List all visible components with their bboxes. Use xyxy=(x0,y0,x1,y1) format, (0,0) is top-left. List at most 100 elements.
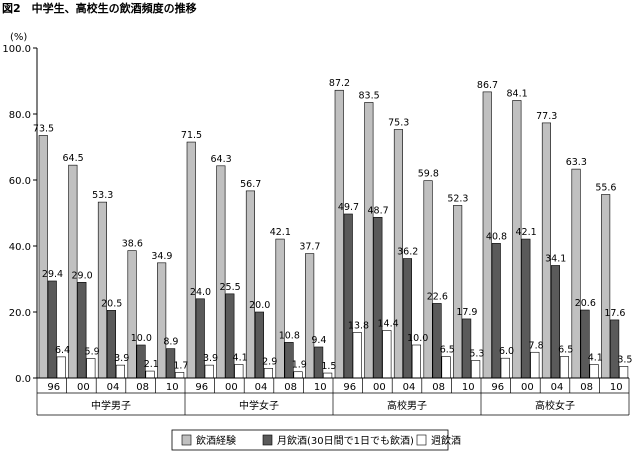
year-label: 04 xyxy=(107,382,120,393)
bar-weekly xyxy=(323,372,333,379)
data-label: 38.6 xyxy=(122,239,143,250)
bars xyxy=(38,89,629,379)
bar-experience xyxy=(38,135,48,379)
y-tick-label: 100.0 xyxy=(2,44,31,55)
data-label: 83.5 xyxy=(359,90,380,101)
data-label: 36.2 xyxy=(397,247,418,258)
legend: 飲酒経験 月飲酒(30日間で1日でも飲酒) 週飲酒 xyxy=(171,429,461,451)
bar-weekly xyxy=(293,371,303,379)
data-label: 2.1 xyxy=(144,359,159,370)
data-label: 1.9 xyxy=(292,360,307,371)
data-label: 63.3 xyxy=(566,157,587,168)
data-label: 3.9 xyxy=(114,353,129,364)
bar-experience xyxy=(512,100,522,379)
data-label: 52.3 xyxy=(447,193,468,204)
data-label: 6.4 xyxy=(55,345,70,356)
chart-title: 図2 中学生、高校生の飲酒頻度の推移 xyxy=(2,1,197,15)
bar-monthly xyxy=(343,213,353,379)
bar-weekly xyxy=(619,366,629,379)
data-label: 37.7 xyxy=(299,242,320,253)
year-label: 96 xyxy=(491,382,504,393)
bar-experience xyxy=(423,180,433,379)
year-label: 96 xyxy=(47,382,60,393)
data-label: 25.5 xyxy=(220,282,241,293)
bar-monthly xyxy=(491,243,501,379)
bar-monthly xyxy=(254,311,264,379)
year-label: 08 xyxy=(284,382,297,393)
data-label: 20.0 xyxy=(249,300,270,311)
year-label: 00 xyxy=(77,382,90,393)
group-label: 中学男子 xyxy=(91,399,131,412)
data-label: 29.0 xyxy=(72,270,93,281)
data-label: 55.6 xyxy=(595,183,616,194)
data-label: 1.5 xyxy=(321,361,336,372)
bar-monthly xyxy=(77,281,87,379)
legend-swatch xyxy=(416,434,427,446)
data-label: 6.5 xyxy=(558,345,573,356)
bar-monthly xyxy=(106,310,116,379)
year-label: 00 xyxy=(373,382,386,393)
bar-monthly xyxy=(610,319,620,379)
data-label: 20.6 xyxy=(575,298,596,309)
data-label: 5.9 xyxy=(85,347,100,358)
bar-monthly xyxy=(373,216,383,379)
bar-weekly xyxy=(559,356,570,379)
data-label: 48.7 xyxy=(368,205,389,216)
data-label: 53.3 xyxy=(92,190,113,201)
year-label: 10 xyxy=(314,382,327,393)
year-label: 04 xyxy=(551,382,564,393)
year-label: 04 xyxy=(255,382,268,393)
bar-weekly xyxy=(145,370,155,379)
data-label: 56.7 xyxy=(240,179,261,190)
bar-experience xyxy=(245,190,255,379)
data-label: 42.1 xyxy=(516,227,537,238)
legend-label: 飲酒経験 xyxy=(196,434,236,447)
legend-label: 週飲酒 xyxy=(431,434,461,447)
data-label: 10.0 xyxy=(131,333,152,344)
data-label: 9.4 xyxy=(311,335,326,346)
data-label: 3.9 xyxy=(203,353,218,364)
data-label: 7.8 xyxy=(529,340,544,351)
bar-weekly xyxy=(382,330,392,379)
y-axis-unit: (%) xyxy=(10,32,27,43)
year-label: 00 xyxy=(225,382,238,393)
data-label: 24.0 xyxy=(190,287,211,298)
bar-experience xyxy=(601,194,611,379)
data-label: 34.9 xyxy=(151,251,172,262)
data-label: 29.4 xyxy=(42,269,63,280)
data-label: 59.8 xyxy=(418,169,439,180)
axes: 0.0 20.0 40.0 60.0 80.0 100.0 xyxy=(2,44,38,385)
y-tick-label: 0.0 xyxy=(15,374,31,385)
bar-weekly xyxy=(471,360,481,379)
data-label: 14.4 xyxy=(378,318,399,329)
bar-weekly xyxy=(204,364,214,379)
legend-label: 月飲酒(30日間で1日でも飲酒) xyxy=(277,434,414,447)
data-label: 10.0 xyxy=(407,333,428,344)
data-label: 4.1 xyxy=(233,352,248,363)
data-label: 4.1 xyxy=(588,352,603,363)
year-label: 04 xyxy=(403,382,416,393)
bar-monthly xyxy=(432,303,442,379)
data-label: 20.5 xyxy=(101,298,122,309)
legend-box xyxy=(171,429,449,451)
year-label: 10 xyxy=(610,382,623,393)
data-label: 6.5 xyxy=(440,345,455,356)
data-label: 73.5 xyxy=(33,123,54,134)
year-label: 08 xyxy=(432,382,445,393)
bar-monthly xyxy=(47,280,57,379)
data-label: 1.7 xyxy=(173,360,188,371)
y-tick-label: 60.0 xyxy=(9,176,31,187)
data-label: 40.8 xyxy=(486,231,507,242)
bar-weekly xyxy=(530,351,540,379)
bar-monthly xyxy=(402,258,413,379)
bar-weekly xyxy=(175,372,185,379)
y-tick-label: 40.0 xyxy=(9,242,31,253)
bar-weekly xyxy=(263,368,274,379)
group-label: 高校女子 xyxy=(535,399,575,412)
bar-monthly xyxy=(521,238,531,379)
data-label: 64.5 xyxy=(63,153,84,164)
bar-monthly xyxy=(580,309,590,379)
data-label: 6.0 xyxy=(499,346,514,357)
data-label: 2.9 xyxy=(262,356,277,367)
